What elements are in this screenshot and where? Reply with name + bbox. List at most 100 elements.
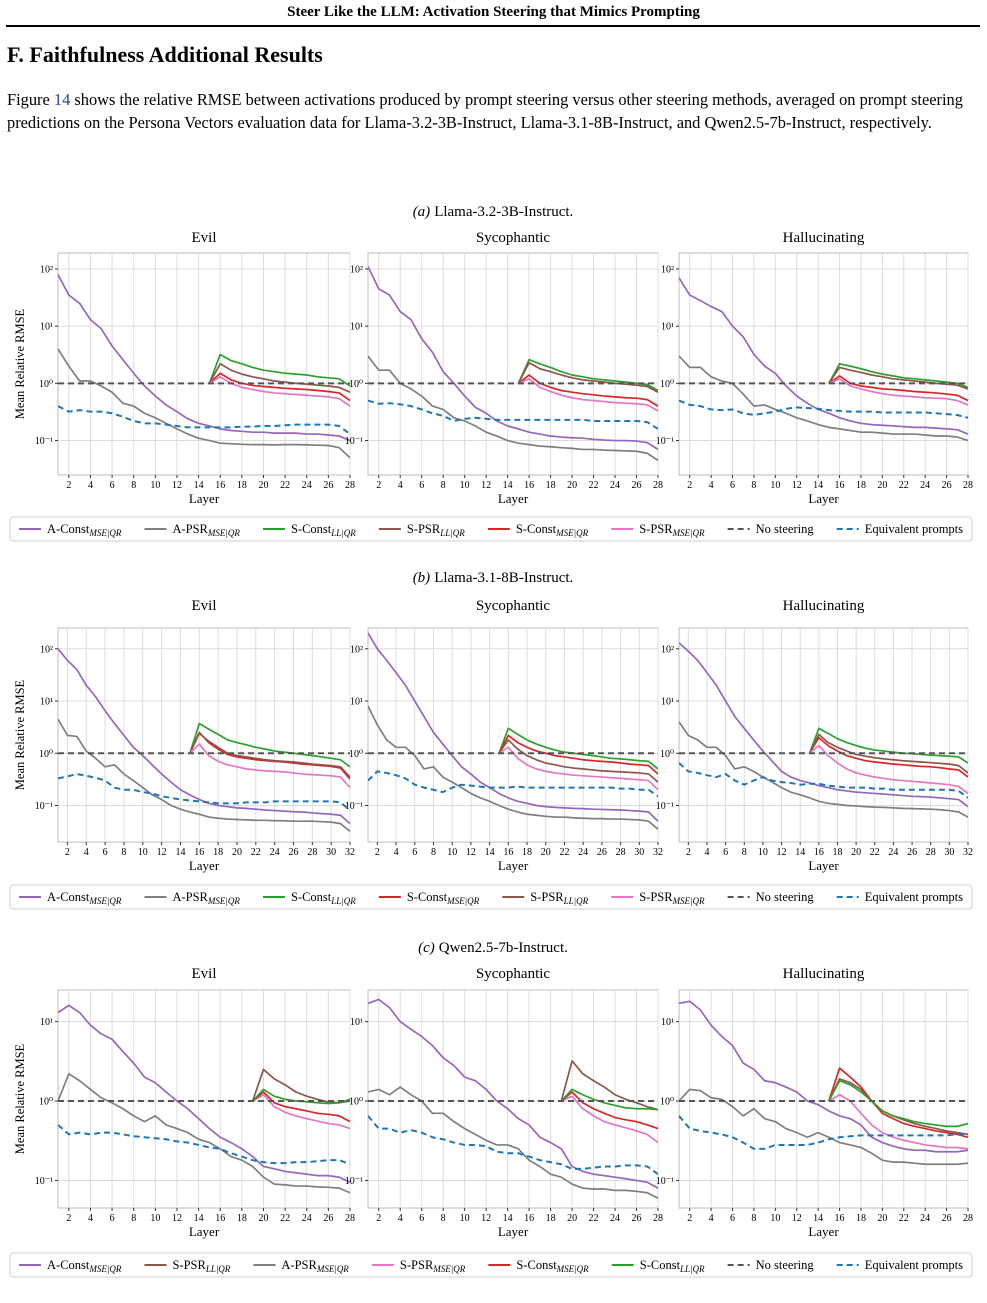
- x-axis-label: Layer: [808, 491, 839, 506]
- y-tick-label: 10¹: [40, 1017, 53, 1028]
- plot-area: [367, 627, 659, 843]
- plot-area: [57, 627, 351, 843]
- x-tick-label: 8: [751, 1213, 756, 1224]
- x-tick-label: 22: [559, 847, 569, 858]
- legend-subscript: LL|QR: [439, 528, 465, 538]
- legend-name: S-PSR: [639, 890, 673, 904]
- x-tick-label: 24: [610, 1213, 620, 1224]
- x-tick-label: 20: [877, 1213, 887, 1224]
- y-tick-label: 10⁰: [39, 749, 53, 760]
- series-line: [189, 722, 350, 768]
- x-tick-label: 4: [394, 847, 399, 858]
- legend-name: Equivalent prompts: [865, 890, 963, 904]
- caption-label: (a): [413, 204, 431, 220]
- x-tick-label: 8: [742, 847, 747, 858]
- x-tick-label: 6: [419, 1213, 424, 1224]
- x-tick-label: 18: [546, 1213, 556, 1224]
- legend-name: A-Const: [47, 522, 90, 536]
- legend-name: No steering: [756, 1258, 815, 1272]
- y-tick-label: 10⁻¹: [35, 1176, 53, 1187]
- x-tick-label: 10: [150, 1213, 160, 1224]
- x-tick-label: 22: [280, 1213, 290, 1224]
- legend-subscript: MSE|QR: [88, 528, 121, 538]
- paragraph-text: shows the relative RMSE between activati…: [7, 90, 963, 132]
- x-tick-label: 32: [963, 847, 973, 858]
- series-line: [368, 1115, 658, 1175]
- legend-name: S-PSR: [639, 522, 673, 536]
- figure-ref[interactable]: 14: [53, 90, 71, 109]
- y-tick-label: 10⁰: [660, 749, 674, 760]
- y-tick-label: 10¹: [350, 1017, 363, 1028]
- x-tick-label: 14: [813, 480, 823, 491]
- plot-clip: [679, 277, 968, 442]
- x-tick-label: 32: [653, 847, 663, 858]
- series-line: [58, 773, 350, 812]
- x-tick-label: 16: [524, 1213, 534, 1224]
- series-line: [368, 355, 658, 462]
- y-tick-label: 10⁻¹: [345, 1176, 363, 1187]
- legend-label: Equivalent prompts: [865, 890, 963, 904]
- series-line: [679, 1088, 968, 1166]
- x-tick-label: 14: [175, 847, 185, 858]
- legend-label: S-PSRMSE|QR: [639, 522, 705, 538]
- y-tick-label: 10²: [350, 644, 363, 655]
- x-tick-label: 18: [546, 480, 556, 491]
- x-axis-label: Layer: [808, 858, 839, 873]
- legend-name: S-Const: [640, 1258, 681, 1272]
- x-axis-label: Layer: [498, 1224, 529, 1239]
- legend-label: A-ConstMSE|QR: [47, 890, 122, 906]
- y-tick-label: 10⁻¹: [656, 801, 674, 812]
- plot-area: [57, 989, 351, 1209]
- legend-name: A-PSR: [281, 1258, 317, 1272]
- legend-subscript: MSE|QR: [88, 1264, 121, 1274]
- caption-text: Llama-3.1-8B-Instruct.: [434, 570, 573, 586]
- x-tick-label: 2: [66, 1213, 71, 1224]
- x-tick-label: 12: [792, 1213, 802, 1224]
- x-tick-label: 8: [441, 1213, 446, 1224]
- x-tick-label: 28: [307, 847, 317, 858]
- legend-subscript: MSE|QR: [316, 1264, 349, 1274]
- x-tick-label: 24: [610, 480, 620, 491]
- legend-label: A-ConstMSE|QR: [47, 522, 122, 538]
- paragraph-text: Figure: [7, 90, 54, 109]
- x-tick-label: 16: [215, 1213, 225, 1224]
- plot-area: [678, 989, 969, 1209]
- caption-label: (b): [413, 570, 431, 586]
- x-tick-label: 14: [503, 1213, 513, 1224]
- y-tick-label: 10⁰: [349, 749, 363, 760]
- series-line: [679, 1115, 968, 1150]
- legend-label: A-PSRMSE|QR: [281, 1258, 349, 1274]
- series-line: [208, 372, 350, 402]
- legend-name: Equivalent prompts: [865, 1258, 963, 1272]
- series-line: [368, 399, 658, 430]
- x-tick-label: 8: [131, 480, 136, 491]
- x-tick-label: 10: [150, 480, 160, 491]
- x-tick-label: 30: [944, 847, 954, 858]
- legend-name: S-PSR: [407, 522, 441, 536]
- legend-label: A-ConstMSE|QR: [47, 1258, 122, 1274]
- series-line: [679, 355, 968, 442]
- series-line: [560, 1095, 658, 1144]
- series-line: [518, 377, 658, 412]
- legend-label: S-PSRMSE|QR: [400, 1258, 466, 1274]
- x-tick-label: 28: [616, 847, 626, 858]
- series-line: [679, 642, 968, 808]
- x-tick-label: 20: [567, 480, 577, 491]
- legend-name: S-PSR: [172, 1258, 206, 1272]
- x-tick-label: 2: [376, 480, 381, 491]
- legend-name: A-Const: [47, 1258, 90, 1272]
- x-tick-label: 12: [481, 480, 491, 491]
- legend-label: No steering: [756, 890, 815, 904]
- legend-subscript: MSE|QR: [555, 528, 588, 538]
- subplot-title: Hallucinating: [783, 598, 865, 614]
- subplot-title: Evil: [192, 230, 217, 246]
- x-tick-label: 16: [524, 480, 534, 491]
- series-line: [58, 1004, 350, 1183]
- series-line: [368, 998, 658, 1189]
- x-tick-label: 14: [795, 847, 805, 858]
- y-tick-label: 10⁰: [349, 1097, 363, 1108]
- y-axis-label: Mean Relative RMSE: [13, 679, 27, 790]
- x-tick-label: 4: [88, 1213, 93, 1224]
- x-axis-label: Layer: [808, 1224, 839, 1239]
